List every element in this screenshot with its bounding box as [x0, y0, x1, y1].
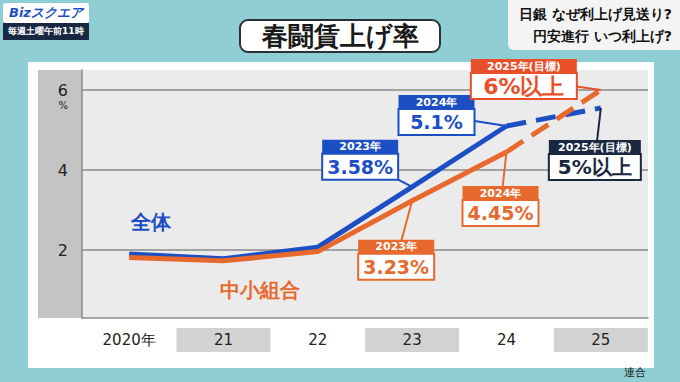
- svg-text:2025年(目標): 2025年(目標): [487, 60, 561, 73]
- svg-text:%: %: [58, 100, 68, 111]
- svg-text:6%以上: 6%以上: [483, 74, 564, 99]
- svg-text:6: 6: [58, 81, 68, 100]
- svg-text:4.45%: 4.45%: [468, 202, 534, 224]
- svg-text:2020年: 2020年: [103, 331, 156, 349]
- svg-text:22: 22: [308, 331, 327, 349]
- svg-text:24: 24: [497, 331, 516, 349]
- svg-text:25: 25: [591, 331, 610, 349]
- html-text:Bizスクエア: Bizスクエア: [9, 5, 83, 20]
- svg-text:連合: 連合: [624, 366, 646, 379]
- svg-text:3.23%: 3.23%: [363, 256, 429, 278]
- html-text:円安進行 いつ利上げ?: 円安進行 いつ利上げ?: [533, 28, 672, 44]
- svg-text:2023年: 2023年: [339, 140, 381, 153]
- svg-text:23: 23: [403, 331, 422, 349]
- svg-text:2024年: 2024年: [480, 187, 522, 200]
- svg-text:21: 21: [214, 331, 233, 349]
- svg-text:4: 4: [58, 161, 68, 180]
- svg-text:中小組合: 中小組合: [220, 278, 300, 302]
- html-text:毎週土曜午前11時: 毎週土曜午前11時: [8, 26, 84, 36]
- svg-text:春闘賃上げ率: 春闘賃上げ率: [261, 21, 419, 51]
- svg-text:5%以上: 5%以上: [558, 155, 632, 179]
- html-text:日銀 なぜ利上げ見送り?: 日銀 なぜ利上げ見送り?: [519, 6, 672, 22]
- svg-text:5.1%: 5.1%: [410, 111, 463, 133]
- svg-text:3.58%: 3.58%: [327, 156, 393, 178]
- svg-text:2: 2: [58, 241, 68, 260]
- svg-text:2025年(目標): 2025年(目標): [558, 141, 632, 154]
- svg-text:2023年: 2023年: [375, 240, 417, 253]
- svg-text:全体: 全体: [130, 210, 172, 234]
- svg-text:2024年: 2024年: [416, 96, 458, 109]
